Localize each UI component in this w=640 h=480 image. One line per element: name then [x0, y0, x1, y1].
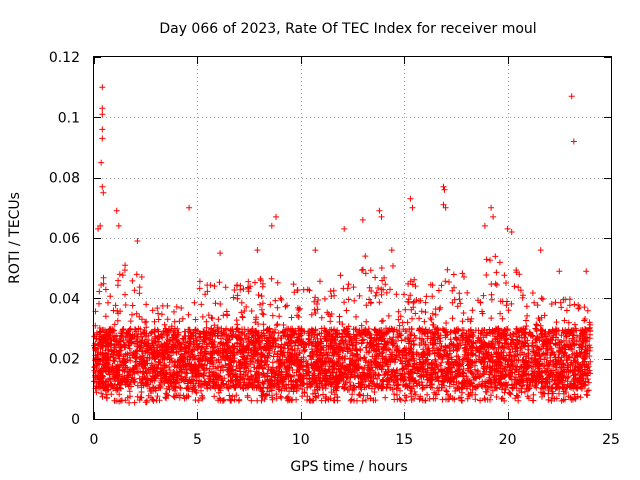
- y-tick-label: 0.04: [49, 291, 80, 307]
- x-tick-label: 0: [90, 432, 99, 448]
- x-tick-label: 20: [499, 432, 517, 448]
- x-tick-label: 15: [395, 432, 413, 448]
- x-tick-label: 25: [602, 432, 620, 448]
- y-tick-label: 0: [71, 412, 80, 428]
- y-tick-label: 0.08: [49, 171, 80, 187]
- y-tick-label: 0.12: [49, 50, 80, 66]
- x-tick-label: 10: [292, 432, 310, 448]
- plot-frame: [93, 56, 612, 420]
- y-tick-label: 0.1: [58, 110, 80, 126]
- x-tick-labels: 0 5 10 15 20 25: [90, 432, 620, 448]
- grid-lines: [94, 57, 611, 419]
- axis-ticks: [94, 57, 612, 420]
- chart-title: Day 066 of 2023, Rate Of TEC Index for r…: [159, 21, 536, 37]
- x-axis-label: GPS time / hours: [290, 459, 407, 475]
- y-axis-label: ROTI / TECUs: [7, 192, 23, 284]
- y-tick-label: 0.02: [49, 352, 80, 368]
- x-tick-label: 5: [193, 432, 202, 448]
- data-points: [91, 84, 594, 406]
- roti-series-markers: [91, 84, 594, 406]
- y-tick-labels: 0 0.02 0.04 0.06 0.08 0.1 0.12: [49, 50, 80, 428]
- y-tick-label: 0.06: [49, 231, 80, 247]
